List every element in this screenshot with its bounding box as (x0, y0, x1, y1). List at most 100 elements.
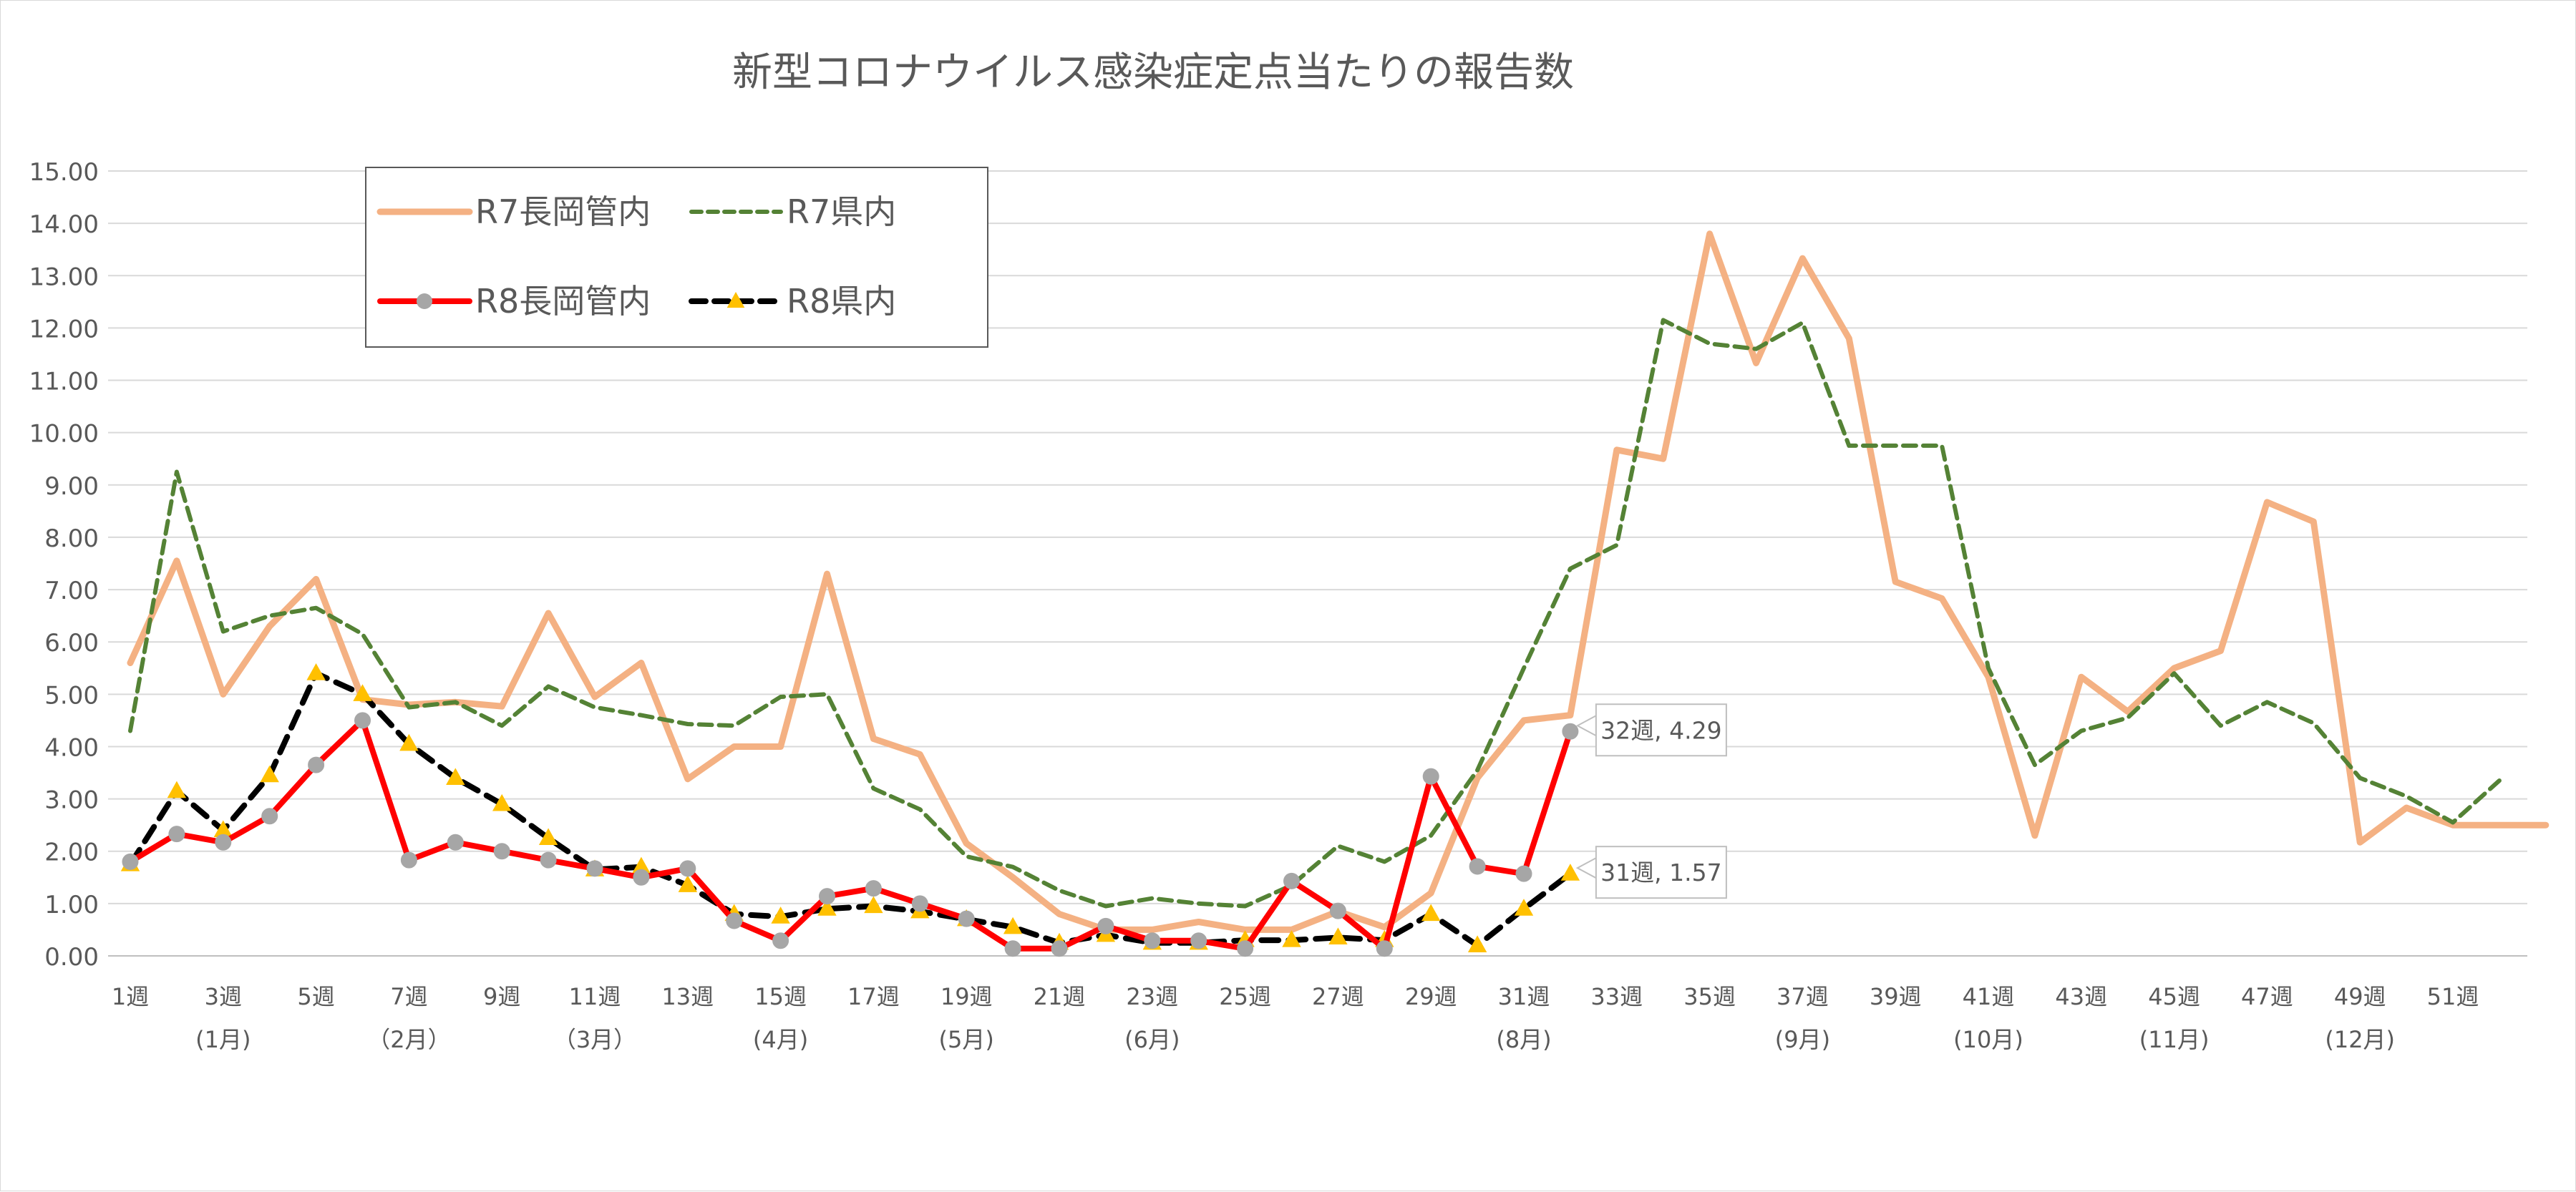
y-tick-label: 10.00 (29, 420, 99, 449)
callout-label: 31週, 1.57 (1600, 859, 1721, 886)
data-point (168, 826, 185, 843)
data-point (260, 765, 279, 783)
x-tick-label: 19週 (941, 983, 993, 1010)
series-line (127, 717, 1573, 952)
data-point (1560, 864, 1580, 881)
data-point (911, 895, 928, 912)
month-label: (6月) (1124, 1026, 1180, 1053)
x-tick-label: 23週 (1126, 983, 1178, 1010)
data-point (1329, 902, 1346, 919)
legend: R7長岡管内 R7県内 R8長岡管内 R8県内 (365, 167, 988, 348)
y-tick-label: 8.00 (44, 524, 99, 553)
callout-pointer (1575, 714, 1597, 737)
data-point (447, 834, 464, 851)
x-tick-label: 17週 (847, 983, 900, 1010)
data-point (726, 912, 743, 929)
data-point (1282, 930, 1301, 947)
callout: 32週, 4.29 (1575, 703, 1727, 757)
x-tick-label: 13週 (661, 983, 714, 1010)
callout-label: 32週, 4.29 (1600, 716, 1721, 744)
x-tick-label: 31週 (1498, 983, 1550, 1010)
legend-item-r7: R7県内 (689, 192, 896, 231)
legend-label: R7県内 (787, 192, 896, 231)
month-label: (9月) (1775, 1026, 1830, 1053)
data-point (1376, 940, 1393, 957)
legend-item-r8: R8長岡管内 (377, 282, 651, 321)
y-tick-label: 2.00 (44, 839, 99, 867)
legend-item-r7: R7長岡管内 (376, 192, 651, 231)
data-point (1514, 899, 1534, 916)
data-point (261, 808, 278, 825)
callout-box (1595, 846, 1727, 899)
x-tick-label: 39週 (1870, 983, 1922, 1010)
x-tick-label: 25週 (1219, 983, 1271, 1010)
data-point (1237, 940, 1254, 957)
data-point (958, 910, 975, 927)
y-tick-label: 7.00 (44, 577, 99, 605)
x-tick-label: 33週 (1590, 983, 1643, 1010)
series-r7 (128, 318, 2502, 909)
data-point (538, 828, 558, 846)
data-point (633, 869, 650, 886)
callout-pointer (1575, 856, 1597, 879)
data-point (400, 851, 417, 869)
callout-box (1595, 703, 1727, 757)
x-tick-label: 1週 (112, 983, 149, 1010)
data-point (1004, 940, 1021, 957)
y-tick-label: 6.00 (44, 629, 99, 658)
x-tick-label: 43週 (2055, 983, 2107, 1010)
y-tick-label: 9.00 (44, 472, 99, 501)
x-tick-label: 37週 (1777, 983, 1829, 1010)
x-tick-label: 35週 (1683, 983, 1736, 1010)
series-line (127, 670, 1573, 949)
data-point (679, 860, 696, 877)
data-point (354, 712, 371, 729)
y-tick-label: 4.00 (44, 733, 99, 762)
data-point (1097, 917, 1114, 934)
data-point (308, 756, 325, 773)
month-label: (12月) (2325, 1026, 2395, 1053)
x-tick-label: 51週 (2427, 983, 2479, 1010)
x-tick-label: 15週 (754, 983, 807, 1010)
x-tick-label: 49週 (2334, 983, 2386, 1010)
data-point (1144, 932, 1161, 949)
data-point (819, 888, 835, 905)
series-r8 (120, 663, 1580, 952)
x-tick-label: 21週 (1034, 983, 1086, 1010)
month-label: (10月) (1953, 1026, 2023, 1053)
data-point (1467, 935, 1487, 952)
x-tick-label: 45週 (2148, 983, 2200, 1010)
data-point (1003, 917, 1023, 934)
month-label: (5月) (939, 1026, 994, 1053)
x-tick-label: 27週 (1312, 983, 1364, 1010)
data-point (446, 768, 465, 785)
legend-label: R7長岡管内 (475, 192, 651, 231)
callout: 31週, 1.57 (1575, 846, 1727, 899)
x-tick-label: 3週 (205, 983, 242, 1010)
data-point (1283, 872, 1300, 889)
data-point (1328, 927, 1348, 944)
series-r8 (122, 712, 1579, 957)
data-point (586, 860, 603, 877)
data-point (864, 896, 883, 914)
data-point (1190, 932, 1207, 949)
data-point (772, 932, 789, 949)
series-lines (120, 230, 2550, 957)
data-point (215, 834, 232, 851)
data-point (540, 851, 557, 869)
data-point (865, 880, 882, 897)
month-label: (4月) (753, 1026, 808, 1053)
month-label: (11月) (2139, 1026, 2210, 1053)
legend-marker (726, 292, 745, 308)
legend-item-r8: R8県内 (689, 282, 896, 321)
data-point (1051, 940, 1068, 957)
y-tick-label: 13.00 (29, 263, 99, 291)
data-point (353, 684, 372, 701)
y-tick-label: 0.00 (44, 943, 99, 972)
data-point (1469, 858, 1486, 875)
chart-title: 新型コロナウイルス感染症定点当たりの報告数 (732, 49, 1574, 96)
y-tick-label: 14.00 (29, 210, 99, 239)
x-tick-label: 47週 (2241, 983, 2293, 1010)
